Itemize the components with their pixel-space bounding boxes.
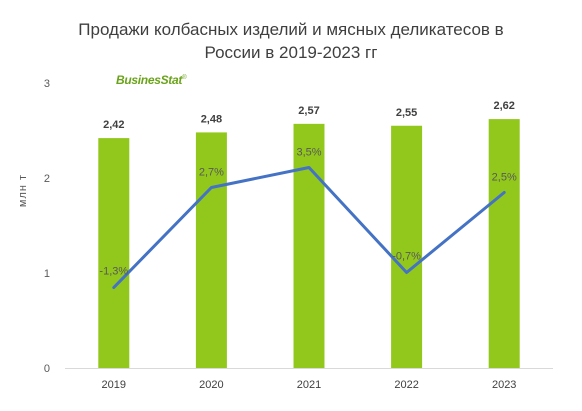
x-tick-label-2022: 2022 [394,379,418,391]
x-tick-label-2019: 2019 [102,379,126,391]
growth-label-2021: 3,5% [296,147,321,159]
bar-2021 [293,123,325,368]
bar-value-label-2021: 2,57 [298,105,319,117]
bar-2019 [98,138,130,368]
x-tick-label-2021: 2021 [297,379,321,391]
growth-line [112,166,506,289]
bar-2023 [488,119,520,368]
logo-registered-mark: ® [182,75,187,81]
growth-label-2020: 2,7% [199,167,224,179]
y-tick-label-0: 0 [44,363,50,375]
y-axis-label: млн т [17,174,29,207]
growth-label-2022: -0,7% [392,251,421,263]
y-tick-label-1: 1 [44,268,50,280]
chart-title-line-2: России в 2019-2023 гг [204,43,378,62]
y-tick-label-2: 2 [44,173,50,185]
bar-value-label-2022: 2,55 [396,107,417,119]
growth-label-2019: -1,3% [99,266,128,278]
bar-value-label-2019: 2,42 [103,119,124,131]
businesstat-logo: BusinesStat® [116,73,186,87]
logo-text: BusinesStat [116,73,183,87]
y-tick-label-3: 3 [44,78,50,90]
bar-value-label-2023: 2,62 [493,100,514,112]
chart-title: Продажи колбасных изделий и мясных делик… [0,18,582,64]
bar-value-label-2020: 2,48 [201,113,222,125]
chart-title-line-1: Продажи колбасных изделий и мясных делик… [78,20,504,39]
x-tick-label-2023: 2023 [492,379,516,391]
bar-2022 [391,125,423,368]
x-tick-label-2020: 2020 [199,379,223,391]
growth-label-2023: 2,5% [492,172,517,184]
bar-2020 [195,132,227,368]
